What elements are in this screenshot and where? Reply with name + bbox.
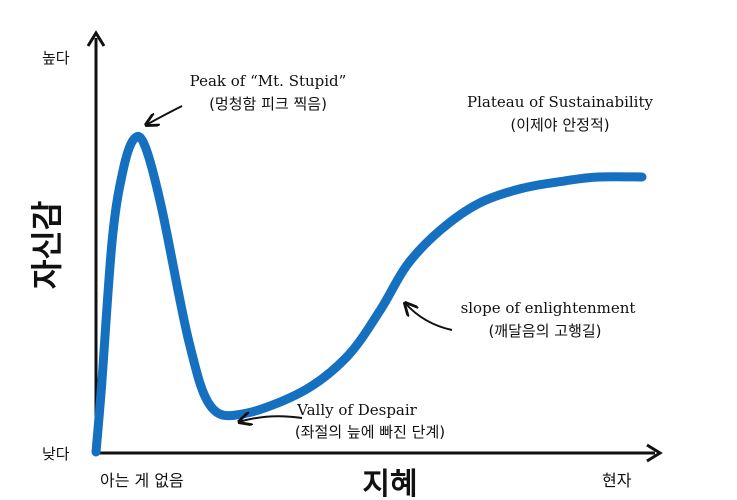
y-tick-label-bottom: 낮다: [42, 445, 70, 463]
x-tick-label-start: 아는 게 없음: [100, 471, 184, 490]
annotation-peak-title: Peak of “Mt. Stupid”: [190, 72, 347, 90]
annotation-valley-arrow-icon: [239, 416, 303, 422]
annotation-plateau-title: Plateau of Sustainability: [467, 93, 653, 111]
y-tick-label-top: 높다: [42, 49, 70, 67]
x-axis-arrow-icon: [646, 443, 663, 463]
x-axis-title: 지혜: [362, 467, 417, 500]
x-tick-label-end: 현자: [602, 471, 632, 490]
annotation-peak-subtitle: (멍청함 피크 찍음): [209, 95, 327, 113]
annotation-valley-title: Vally of Despair: [296, 401, 418, 419]
annotation-slope-subtitle: (깨달음의 고행길): [488, 322, 601, 340]
y-axis-title: 자신감: [28, 201, 66, 289]
annotation-plateau-subtitle: (이제야 안정적): [510, 116, 609, 134]
annotation-valley-subtitle: (좌절의 늪에 빠진 단계): [295, 423, 445, 441]
annotation-slope-title: slope of enlightenment: [461, 299, 636, 317]
y-axis-arrow-icon: [86, 30, 106, 47]
annotation-slope-arrow-icon: [405, 303, 453, 331]
annotation-peak-arrow-icon: [146, 105, 183, 125]
